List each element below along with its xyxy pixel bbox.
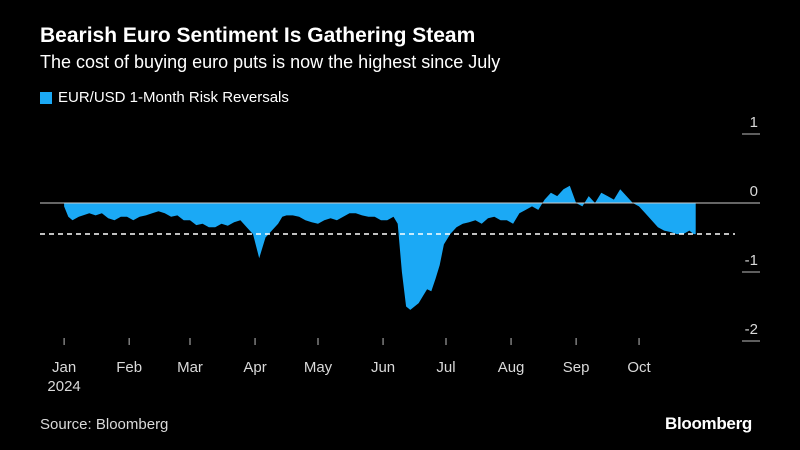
x-tick-label: Oct — [627, 359, 651, 376]
legend-swatch — [40, 91, 52, 104]
x-tick-label: Aug — [498, 359, 525, 376]
legend-label: EUR/USD 1-Month Risk Reversals — [58, 89, 289, 106]
chart-subtitle: The cost of buying euro puts is now the … — [40, 52, 501, 72]
x-tick-label: Jul — [436, 359, 455, 376]
y-tick-label: -2 — [745, 321, 758, 338]
x-tick-label: Jan — [52, 359, 76, 376]
x-year-label: 2024 — [47, 378, 80, 395]
chart-legend: EUR/USD 1-Month Risk Reversals — [40, 89, 289, 106]
risk-reversal-area — [64, 185, 696, 310]
x-tick-label: Feb — [116, 359, 142, 376]
x-tick-label: Jun — [371, 359, 395, 376]
x-tick-label: Apr — [243, 359, 266, 376]
source-note: Source: Bloomberg — [40, 416, 169, 433]
y-tick-label: -1 — [745, 252, 758, 269]
x-tick-label: Mar — [177, 359, 203, 376]
chart-title: Bearish Euro Sentiment Is Gathering Stea… — [40, 24, 476, 47]
x-tick-label: May — [304, 359, 333, 376]
y-tick-label: 1 — [750, 114, 758, 131]
bloomberg-logo: Bloomberg — [664, 414, 752, 433]
x-tick-label: Sep — [563, 359, 590, 376]
y-tick-label: 0 — [750, 183, 758, 200]
